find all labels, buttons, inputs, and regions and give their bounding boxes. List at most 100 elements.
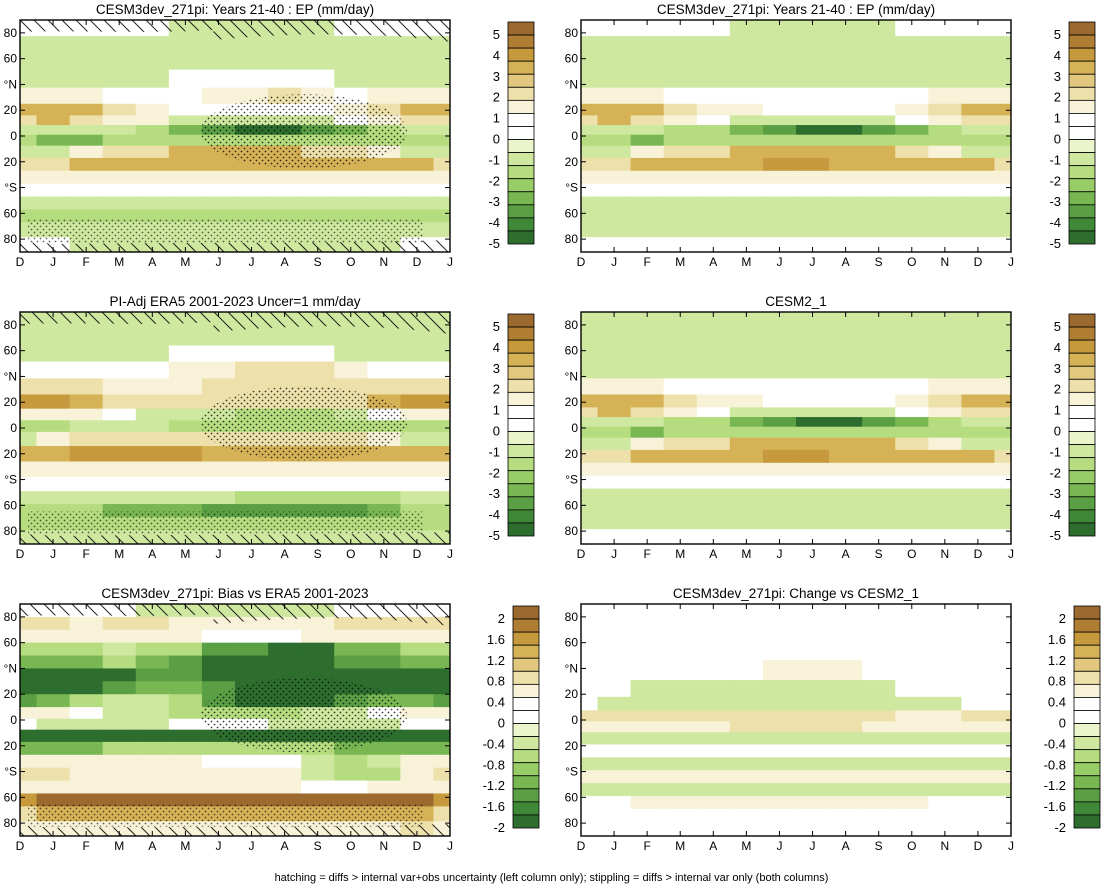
colorbar-swatch [1073,710,1101,724]
heatmap-cell [135,616,170,631]
heatmap-cell [729,770,764,784]
heatmap-cell [102,394,137,410]
y-tick-label: 0 [571,129,578,143]
x-tick-label: M [180,255,190,269]
heatmap-cell [663,426,698,439]
heatmap-cell [168,69,203,89]
heatmap-cell [895,87,929,105]
heatmap-cell [630,710,665,722]
heatmap-cell [597,822,632,836]
heatmap-cell [796,157,830,172]
heatmap-cell [334,655,368,670]
colorbar-swatch [1068,378,1096,393]
heatmap-cell [829,157,863,172]
heatmap-cell [102,741,137,756]
heatmap-cell [762,462,797,477]
colorbar-label: 1.6 [1048,632,1066,647]
heatmap-cell [895,103,929,116]
heatmap-cell [663,501,698,515]
colorbar-swatch [1068,217,1096,232]
x-tick-label: J [1008,839,1014,853]
heatmap-cell [36,431,71,447]
heatmap-cell [630,20,665,37]
heatmap-cell [400,157,435,172]
heatmap-cell [829,328,863,347]
heatmap-cell [581,407,599,418]
y-tick-label: 80 [565,610,579,624]
heatmap-cell [301,780,335,795]
heatmap-cell [961,312,996,329]
x-tick-label: A [281,255,289,269]
panel-title: CESM3dev_271pi: Years 21-40 : EP (mm/day… [657,2,935,17]
heatmap-cell [630,488,665,503]
heatmap-cell [928,53,962,71]
heatmap-cell [168,668,203,682]
heatmap-cell [597,660,632,681]
heatmap-cell [994,417,1011,428]
heatmap-cell [762,732,797,746]
heatmap-cell [762,183,797,198]
heatmap-cell [829,783,863,797]
heatmap-cell [581,770,599,784]
heatmap-cell [829,53,863,71]
heatmap-cell [928,103,962,116]
colorbar-label: -2 [1049,465,1061,480]
heatmap-cell [829,170,863,185]
heatmap-cell [400,754,435,769]
heatmap-cell [36,668,71,682]
colorbar-label: 2 [1054,382,1061,397]
x-tick-label: M [180,839,190,853]
heatmap-cell [20,655,38,670]
heatmap-cell [696,125,731,136]
heatmap-cell [928,345,962,363]
heatmap-cell [102,491,137,505]
heatmap-cell [862,103,896,116]
heatmap-cell [663,361,698,379]
heatmap-cell [581,36,599,55]
heatmap-cell [796,328,830,347]
heatmap-cell [367,87,401,105]
colorbar-label: -5 [488,236,500,251]
y-tick-label: 20 [4,687,18,701]
heatmap-cell [961,529,996,544]
heatmap-cell [928,361,962,379]
colorbar-swatch [512,697,540,711]
heatmap-cell [762,604,797,621]
heatmap-cell [168,103,203,116]
colorbar-label: -3 [488,194,500,209]
heatmap-cell [961,407,996,418]
heatmap-cell [663,710,698,722]
heatmap-cell [895,222,929,238]
heatmap-cell [862,394,896,408]
heatmap-cell [201,754,236,769]
heatmap-cell [829,237,863,252]
heatmap-cell [301,361,335,379]
heatmap-cell [102,616,137,631]
heatmap-cell [696,417,731,428]
heatmap-cell [400,378,435,396]
heatmap-cell [829,514,863,530]
heatmap-cell [829,796,863,810]
heatmap-cell [829,660,863,681]
heatmap-cell [581,378,599,396]
heatmap-cell [20,461,38,478]
heatmap-cell [433,780,450,795]
heatmap-cell [367,328,401,347]
heatmap-cell [994,710,1011,722]
heatmap-cell [796,488,830,503]
colorbar-swatch [507,509,535,524]
heatmap-cell [69,115,104,126]
heatmap-cell [168,408,203,421]
heatmap-cell [201,767,236,782]
heatmap-cell [69,461,104,478]
heatmap-cell [20,87,38,105]
heatmap-cell [20,629,38,644]
heatmap-cell [20,694,38,708]
heatmap-cell [367,361,401,379]
heatmap-cell [597,222,632,238]
heatmap-cell [663,134,698,147]
heatmap-cell [895,237,929,252]
heatmap-cell [630,437,665,451]
heatmap-cell [581,514,599,530]
heatmap-cell [994,514,1011,530]
